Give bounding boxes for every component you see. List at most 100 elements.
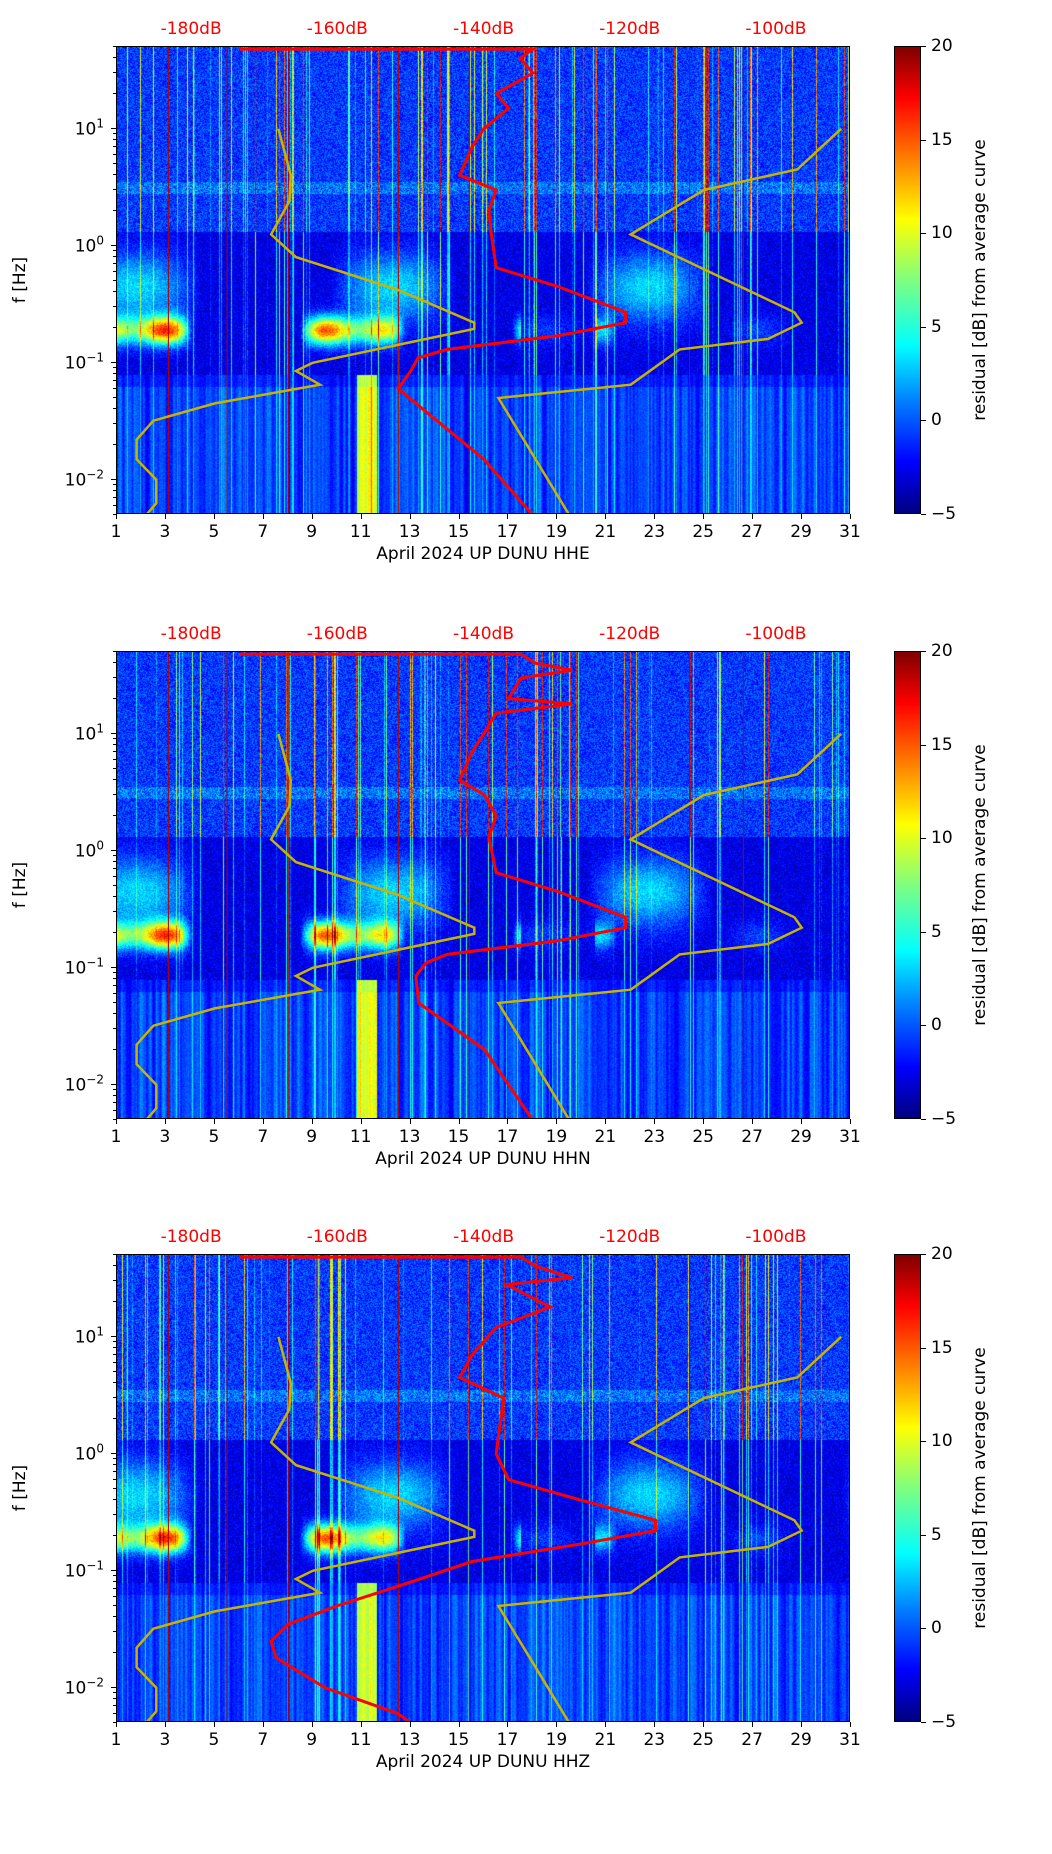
y-tick-mark — [113, 1513, 116, 1515]
y-tick-mark — [113, 1027, 116, 1029]
top-axis-label: -140dB — [452, 624, 515, 644]
colorbar-tick-label: 5 — [931, 921, 942, 942]
x-tick-mark — [605, 1722, 607, 1727]
y-tick-mark — [113, 1712, 116, 1714]
colorbar-tick-mark — [921, 1347, 926, 1349]
y-tick-mark — [113, 779, 116, 781]
top-axis-label: -160dB — [306, 624, 368, 644]
colorbar-label: residual [dB] from average curve — [970, 139, 990, 421]
y-tick-base: 10 — [64, 1075, 87, 1096]
y-tick-base: 10 — [64, 353, 87, 374]
plot-area — [116, 46, 850, 514]
spectrogram-panel: 1 3 5 7 9 11 13 15 17 19 21 23 25 27 29 31 -180dB -160dB -… — [0, 19, 1052, 646]
x-axis-label: April 2024 UP DUNU HHN — [375, 1149, 591, 1169]
colorbar-tick-mark — [921, 1254, 926, 1255]
x-tick-mark — [703, 1722, 705, 1727]
y-tick-mark — [113, 1499, 116, 1501]
x-tick-mark — [409, 514, 411, 519]
y-tick-mark — [113, 814, 116, 816]
colorbar-tick-label: 15 — [931, 734, 953, 755]
y-tick-exponent: −2 — [86, 467, 104, 482]
y-tick-exponent: −2 — [86, 1072, 104, 1087]
plot-area — [116, 1254, 850, 1722]
top-axis-label: -120dB — [599, 19, 661, 39]
x-tick-mark — [801, 1722, 803, 1727]
y-tick-mark — [113, 484, 116, 486]
y-tick-mark — [113, 422, 116, 424]
y-tick-exponent: 1 — [96, 116, 104, 131]
y-tick-mark — [113, 1587, 116, 1589]
x-tick-mark — [164, 514, 166, 519]
y-tick-mark — [113, 875, 116, 877]
colorbar-tick-label: −5 — [931, 1712, 957, 1732]
x-tick-label: 25 — [692, 1730, 715, 1750]
x-tick-mark — [262, 1119, 264, 1124]
x-axis-label: April 2024 UP DUNU HHE — [376, 544, 590, 564]
y-tick-label: 101 — [75, 1324, 104, 1347]
y-tick-mark — [113, 1581, 116, 1583]
y-tick-mark — [113, 992, 116, 994]
y-tick-label: 10−1 — [65, 955, 104, 978]
y-tick-mark — [113, 1630, 116, 1632]
y-tick-mark — [113, 861, 116, 863]
x-tick-mark — [507, 514, 509, 519]
x-tick-label: 9 — [306, 1127, 318, 1147]
x-tick-mark — [164, 1722, 166, 1727]
y-tick-mark — [113, 1464, 116, 1466]
y-tick-mark — [113, 1722, 116, 1723]
y-tick-mark — [113, 1101, 116, 1103]
y-tick-mark — [113, 1300, 116, 1302]
y-axis-label: f [Hz] — [10, 861, 30, 909]
x-tick-label: 5 — [208, 522, 220, 542]
x-tick-mark — [311, 514, 313, 519]
y-tick-mark — [113, 46, 116, 47]
y-tick-exponent: 0 — [96, 838, 104, 853]
y-tick-base: 10 — [64, 1678, 87, 1699]
colorbar-tick-mark — [921, 1534, 926, 1536]
y-tick-mark — [113, 256, 116, 258]
y-tick-exponent: −2 — [86, 1675, 104, 1690]
x-tick-label: 29 — [790, 1730, 812, 1750]
y-tick-mark — [113, 490, 116, 492]
y-tick-mark — [113, 931, 116, 933]
y-tick-mark — [113, 867, 116, 869]
y-tick-mark — [113, 750, 116, 752]
x-tick-label: 15 — [447, 522, 470, 542]
y-tick-mark — [113, 1089, 116, 1091]
spectrogram-panel: 1 3 5 7 9 11 13 15 17 19 21 23 25 27 29 31 -180dB -160dB -… — [0, 624, 1052, 1251]
x-tick-label: 9 — [306, 522, 318, 542]
y-tick-label: 100 — [75, 1441, 104, 1464]
y-tick-mark — [113, 768, 116, 769]
x-tick-label: 3 — [159, 1730, 171, 1750]
y-tick-base: 10 — [74, 724, 97, 745]
y-tick-mark — [113, 1119, 116, 1120]
x-tick-label: 3 — [159, 1127, 171, 1147]
colorbar-tick-mark — [921, 1119, 926, 1120]
x-tick-label: 29 — [790, 522, 812, 542]
y-tick-mark — [113, 373, 116, 375]
x-tick-mark — [507, 1722, 509, 1727]
y-tick-label: 100 — [75, 233, 104, 256]
y-tick-mark — [113, 270, 116, 272]
colorbar-tick-mark — [921, 326, 926, 328]
x-tick-mark — [605, 1119, 607, 1124]
nhnm-curve — [496, 732, 843, 1118]
nhnm-curve — [496, 1335, 843, 1721]
y-tick-label: 10−2 — [65, 1675, 104, 1698]
colorbar-tick-label: 0 — [931, 1015, 942, 1036]
x-tick-label: 27 — [741, 522, 763, 542]
top-axis-label: -140dB — [452, 19, 515, 39]
colorbar-tick-label: 20 — [931, 641, 953, 661]
x-tick-mark — [752, 1119, 754, 1124]
y-tick-base: 10 — [74, 1327, 97, 1348]
colorbar — [894, 46, 921, 514]
plot-area — [116, 651, 850, 1119]
x-tick-mark — [360, 514, 362, 519]
y-tick-mark — [113, 250, 116, 252]
y-tick-mark — [113, 1254, 116, 1255]
x-tick-label: 21 — [594, 1127, 617, 1147]
colorbar-tick-label: 20 — [931, 1244, 953, 1264]
colorbar — [894, 1254, 921, 1722]
y-tick-mark — [113, 1478, 116, 1480]
x-tick-mark — [311, 1722, 313, 1727]
